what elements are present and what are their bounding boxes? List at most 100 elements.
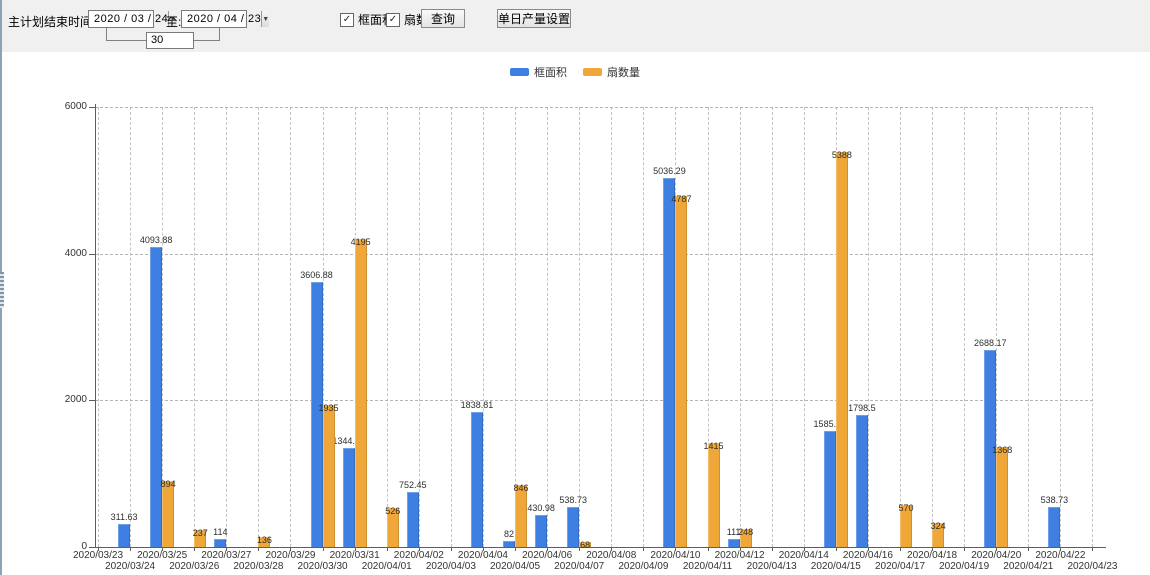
gridline-vertical bbox=[739, 107, 741, 547]
bar-frame-area bbox=[663, 177, 676, 547]
bar-value-label: 3606.88 bbox=[300, 270, 333, 281]
bar-frame-area bbox=[118, 524, 131, 547]
date-to-picker[interactable]: 2020 / 04 / 23 ▼ bbox=[181, 10, 270, 28]
bar-value-label: 237 bbox=[192, 527, 208, 538]
x-axis-label: 2020/04/03 bbox=[425, 561, 476, 572]
connector-line-right bbox=[219, 28, 220, 41]
x-axis-tick bbox=[1092, 547, 1094, 551]
gridline-vertical bbox=[707, 107, 709, 547]
bar-fan-quantity bbox=[515, 484, 528, 547]
x-axis-label: 2020/04/12 bbox=[714, 550, 765, 561]
x-axis-label: 2020/04/06 bbox=[522, 550, 573, 561]
gridline-vertical bbox=[867, 107, 869, 547]
x-axis-tick bbox=[835, 547, 837, 551]
x-axis-tick bbox=[932, 547, 934, 551]
x-axis-tick bbox=[194, 547, 196, 551]
bar-value-label: 1798.5 bbox=[848, 403, 876, 414]
y-axis-label: 4000 bbox=[64, 247, 87, 259]
bar-value-label: 324 bbox=[930, 521, 946, 532]
bar-fan-quantity bbox=[739, 528, 752, 547]
bar-fan-quantity bbox=[162, 481, 175, 547]
gridline-vertical bbox=[900, 107, 901, 547]
bar-value-label: 111 bbox=[726, 526, 741, 537]
x-axis-tick bbox=[900, 547, 901, 551]
x-axis-tick bbox=[515, 547, 517, 551]
bar-frame-area bbox=[342, 448, 355, 547]
date-from-picker[interactable]: 2020 / 03 / 24 ▼ bbox=[88, 10, 177, 28]
checkmark-icon[interactable]: ✓ bbox=[340, 12, 354, 27]
gridline-horizontal bbox=[95, 107, 1093, 108]
x-axis-tick bbox=[322, 547, 324, 551]
x-axis-label: 2020/04/16 bbox=[842, 550, 893, 561]
bar-frame-area bbox=[567, 507, 580, 547]
gridline-vertical bbox=[611, 107, 613, 547]
x-axis-tick bbox=[226, 547, 228, 551]
bar-value-label: 311.63 bbox=[110, 512, 138, 523]
bar-frame-area bbox=[535, 515, 548, 547]
bar-fan-quantity bbox=[675, 195, 688, 547]
gridline-vertical bbox=[450, 107, 452, 547]
bar-fan-quantity bbox=[932, 523, 945, 547]
y-axis-tick bbox=[89, 253, 95, 255]
x-axis-tick bbox=[418, 547, 420, 551]
x-axis-tick bbox=[354, 547, 356, 551]
legend-swatch-icon bbox=[510, 68, 529, 76]
bar-frame-area bbox=[984, 349, 997, 547]
bar-value-label: 430.98 bbox=[527, 503, 555, 514]
y-axis-label: 6000 bbox=[64, 101, 87, 112]
x-axis-label: 2020/03/25 bbox=[137, 550, 188, 561]
x-axis-label: 2020/03/31 bbox=[329, 550, 380, 561]
x-axis-label: 2020/04/05 bbox=[490, 561, 541, 572]
bar-value-label: 538.73 bbox=[1040, 495, 1069, 506]
gridline-vertical bbox=[130, 107, 132, 547]
x-axis-label: 2020/04/19 bbox=[939, 561, 990, 572]
gridline-vertical bbox=[932, 107, 934, 547]
bar-value-label: 248 bbox=[738, 526, 754, 537]
bar-frame-area bbox=[503, 540, 516, 547]
x-axis-label: 2020/03/30 bbox=[297, 561, 348, 572]
chart-legend: 框面积 扇数量 bbox=[0, 64, 1150, 80]
chevron-down-icon[interactable]: ▼ bbox=[168, 11, 177, 27]
query-button[interactable]: 查询 bbox=[421, 9, 465, 28]
bar-frame-area bbox=[150, 246, 163, 547]
bar-value-label: 1415 bbox=[703, 441, 724, 452]
bar-fan-quantity bbox=[322, 405, 335, 547]
daily-output-settings-button[interactable]: 单日产量设置 bbox=[497, 9, 571, 28]
gridline-vertical bbox=[98, 107, 99, 547]
x-axis-label: 2020/03/28 bbox=[233, 561, 284, 572]
x-axis-tick bbox=[739, 547, 741, 551]
bar-fan-quantity bbox=[707, 443, 720, 547]
x-axis-tick bbox=[547, 547, 549, 551]
x-axis-tick bbox=[162, 547, 164, 551]
bar-value-label: 1935 bbox=[318, 403, 339, 414]
bar-value-label: 5388 bbox=[831, 149, 852, 160]
x-axis-label: 2020/04/13 bbox=[746, 561, 797, 572]
x-axis-tick bbox=[611, 547, 613, 551]
bar-value-label: 136 bbox=[256, 535, 272, 546]
x-axis-label: 2020/03/24 bbox=[105, 561, 156, 572]
bar-frame-area bbox=[470, 412, 483, 547]
bar-fan-quantity bbox=[354, 239, 367, 547]
gridline-vertical bbox=[386, 107, 388, 547]
gridline-vertical bbox=[290, 107, 292, 547]
bar-value-label: 1585.96 bbox=[813, 418, 847, 429]
date-to-value: 2020 / 04 / 23 bbox=[187, 13, 262, 25]
x-axis-label: 2020/04/14 bbox=[778, 550, 829, 561]
bar-value-label: 1838.81 bbox=[460, 400, 494, 411]
x-axis-tick bbox=[643, 547, 645, 551]
x-axis-tick bbox=[386, 547, 388, 551]
x-axis-line bbox=[95, 547, 1106, 548]
x-axis-tick bbox=[707, 547, 709, 551]
checkbox-frame-area[interactable]: ✓ 框面积 bbox=[340, 11, 394, 28]
legend-item[interactable]: 扇数量 bbox=[583, 64, 640, 80]
interval-days-input[interactable]: 30 bbox=[146, 32, 194, 49]
bar-value-label: 114 bbox=[213, 526, 228, 537]
bar-value-label: 570 bbox=[898, 503, 914, 514]
x-axis-label: 2020/04/08 bbox=[586, 550, 637, 561]
legend-item[interactable]: 框面积 bbox=[510, 64, 567, 80]
splitter-grip[interactable] bbox=[0, 272, 4, 308]
checkmark-icon[interactable]: ✓ bbox=[386, 12, 400, 27]
x-axis-tick bbox=[964, 547, 966, 551]
chevron-down-icon[interactable]: ▼ bbox=[261, 11, 270, 27]
